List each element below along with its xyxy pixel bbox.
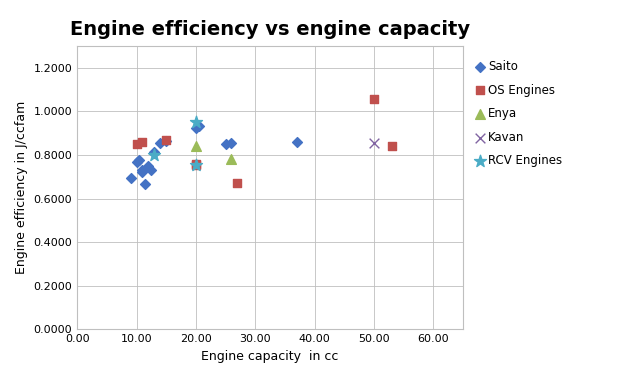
Y-axis label: Engine efficiency in J/ccfam: Engine efficiency in J/ccfam	[15, 101, 28, 274]
Saito	[134, 157, 145, 164]
RCV Engines	[191, 162, 201, 168]
Saito	[161, 138, 171, 144]
OS Engines	[232, 180, 242, 187]
Legend: Saito, OS Engines, Enya, Kavan, RCV Engines: Saito, OS Engines, Enya, Kavan, RCV Engi…	[473, 57, 565, 170]
Saito	[149, 149, 159, 155]
Saito	[149, 150, 159, 156]
Saito	[143, 163, 154, 169]
Title: Engine efficiency vs engine capacity: Engine efficiency vs engine capacity	[70, 20, 470, 39]
Enya	[191, 143, 201, 149]
OS Engines	[161, 137, 171, 143]
Enya	[226, 156, 237, 162]
Saito	[138, 169, 148, 175]
OS Engines	[369, 96, 379, 102]
Saito	[194, 123, 204, 129]
X-axis label: Engine capacity  in cc: Engine capacity in cc	[201, 350, 339, 363]
Saito	[191, 124, 201, 131]
Saito	[221, 141, 231, 147]
Saito	[131, 159, 141, 165]
OS Engines	[131, 141, 141, 147]
Kavan	[369, 140, 379, 146]
OS Engines	[138, 139, 148, 145]
Saito	[155, 140, 165, 146]
OS Engines	[386, 143, 397, 149]
Saito	[140, 181, 150, 187]
OS Engines	[191, 162, 201, 168]
RCV Engines	[149, 152, 159, 158]
Saito	[125, 175, 136, 181]
Saito	[226, 140, 237, 146]
RCV Engines	[191, 119, 201, 125]
Saito	[138, 167, 148, 173]
OS Engines	[191, 160, 201, 167]
Saito	[292, 139, 302, 145]
Saito	[146, 167, 156, 173]
